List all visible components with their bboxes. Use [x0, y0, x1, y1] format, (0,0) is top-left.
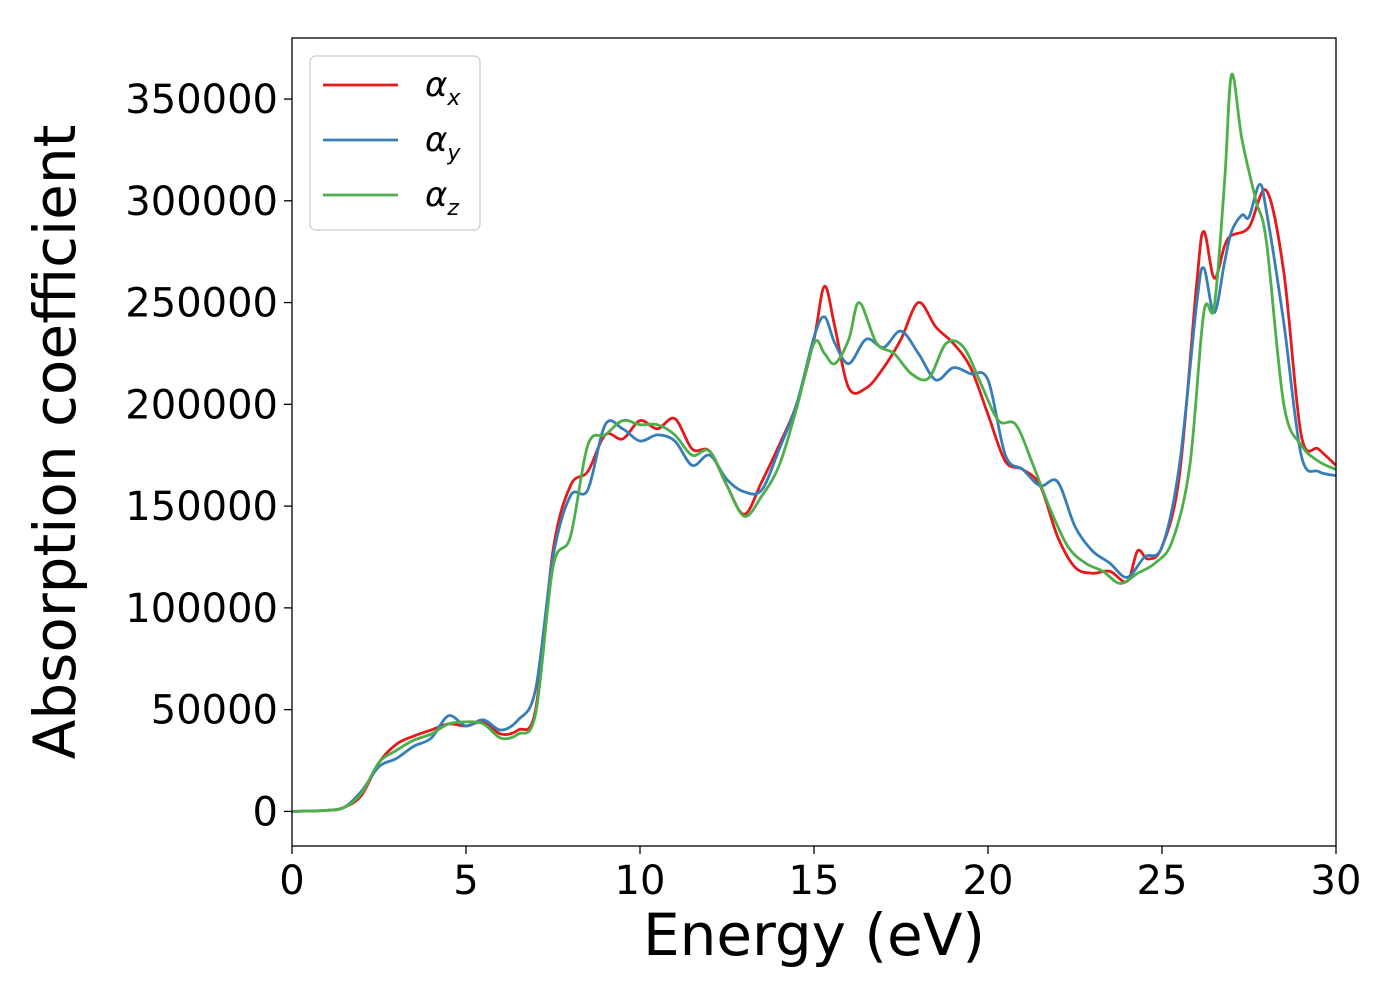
legend-box: [309, 55, 481, 231]
x-tick-label: 20: [963, 858, 1014, 904]
x-tick-label: 25: [1137, 858, 1188, 904]
y-tick-label: 250000: [125, 281, 278, 327]
series-line-x: [291, 188, 1337, 813]
y-tick-label: 0: [253, 789, 278, 835]
y-tick-label: 150000: [125, 484, 278, 530]
y-tick-label: 50000: [151, 688, 278, 734]
y-tick-label: 350000: [125, 77, 278, 123]
x-tick-label: 30: [1311, 858, 1362, 904]
y-tick-label: 100000: [125, 586, 278, 632]
x-tick-label: 5: [453, 858, 478, 904]
y-tick-label: 300000: [125, 179, 278, 225]
x-tick-label: 15: [789, 858, 840, 904]
x-axis: 0 5 10 15 20 25 30: [279, 846, 1361, 904]
y-axis: 0 50000 100000 150000 200000 250000 300000 3500…: [125, 77, 292, 835]
x-tick-label: 0: [279, 858, 304, 904]
series-line-y: [291, 183, 1337, 813]
series-layer: [291, 72, 1337, 813]
series-line-z: [291, 72, 1337, 813]
x-tick-label: 10: [615, 858, 666, 904]
y-tick-label: 200000: [125, 382, 278, 428]
x-axis-title: Energy (eV): [643, 901, 985, 969]
y-axis-title: Absorption coefficient: [21, 125, 89, 760]
